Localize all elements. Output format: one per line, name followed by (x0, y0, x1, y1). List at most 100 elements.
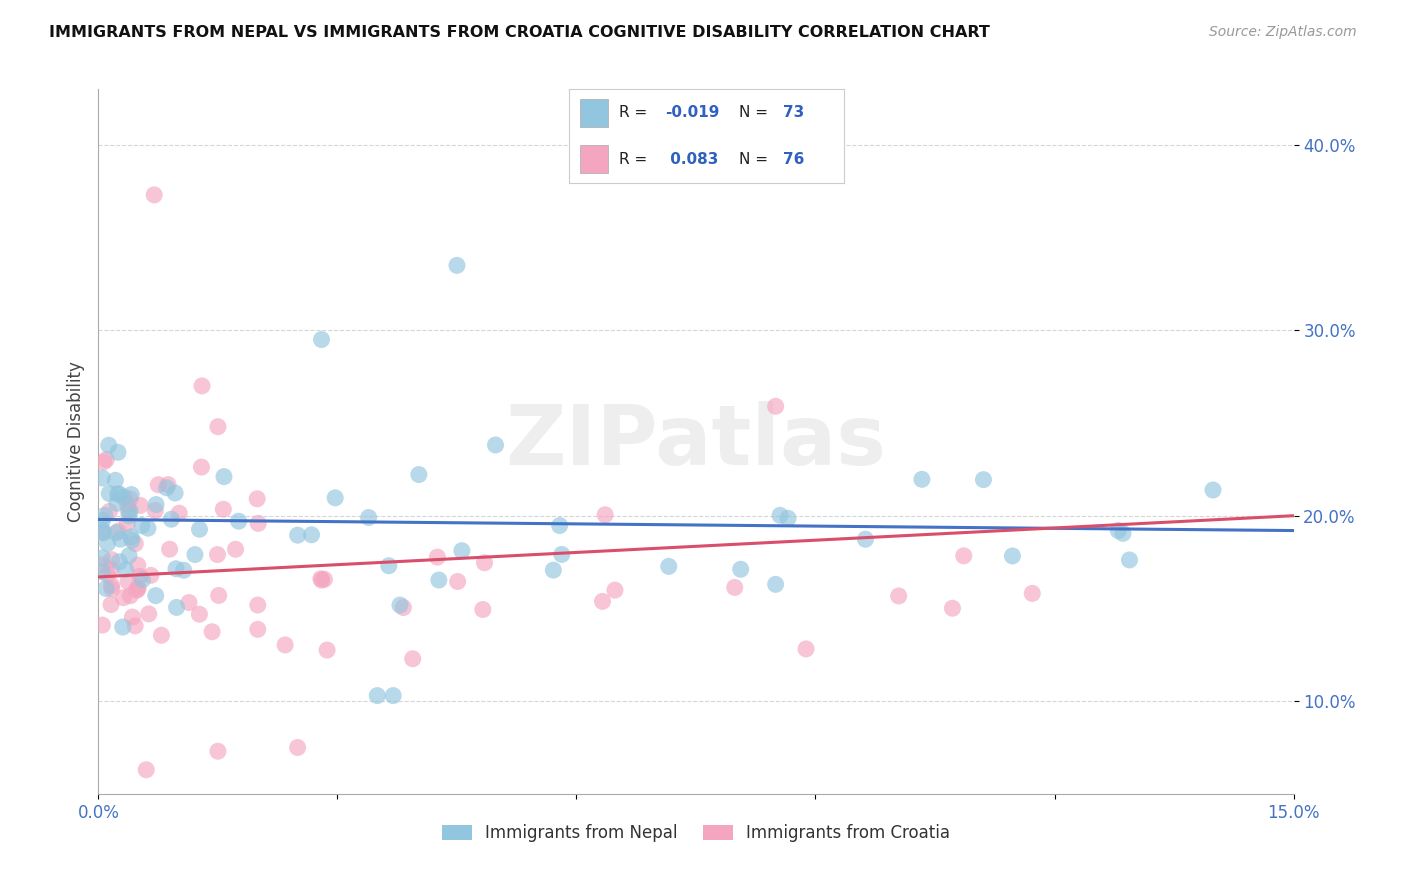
Point (96, 567, 118, 582)
Point (408, 467, 430, 482)
Point (188, 607, 211, 622)
Point (143, 503, 166, 517)
Point (225, 542, 247, 557)
Point (96, 452, 118, 467)
Point (93, 455, 115, 469)
Point (184, 548, 207, 562)
Point (471, 602, 494, 616)
Point (104, 473, 127, 487)
Text: R =: R = (619, 105, 652, 120)
Point (388, 598, 411, 612)
Point (1001, 549, 1024, 563)
Point (107, 524, 129, 538)
Text: N =: N = (740, 152, 773, 167)
Point (311, 333, 333, 347)
Point (91, 550, 114, 565)
Point (548, 518, 571, 533)
Point (112, 591, 135, 605)
Point (366, 689, 388, 703)
Point (274, 638, 297, 652)
Point (769, 508, 792, 523)
Point (100, 552, 122, 566)
Point (94, 508, 117, 523)
Point (117, 574, 139, 589)
Point (120, 530, 142, 544)
Point (165, 486, 187, 500)
Point (188, 522, 211, 536)
Point (120, 589, 142, 603)
Text: 76: 76 (783, 152, 804, 167)
Point (911, 472, 934, 486)
Point (212, 502, 235, 516)
Point (776, 511, 799, 525)
Point (287, 528, 309, 542)
Point (208, 589, 231, 603)
Point (309, 572, 332, 586)
Point (177, 596, 200, 610)
Text: IMMIGRANTS FROM NEPAL VS IMMIGRANTS FROM CROATIA COGNITIVE DISABILITY CORRELATIO: IMMIGRANTS FROM NEPAL VS IMMIGRANTS FROM… (49, 25, 990, 40)
Point (107, 445, 129, 459)
Point (212, 469, 235, 483)
Point (1021, 586, 1043, 600)
Point (314, 572, 336, 586)
Point (765, 399, 787, 413)
Point (165, 562, 187, 576)
Point (593, 508, 616, 522)
Point (118, 549, 141, 563)
Point (93, 525, 115, 540)
Point (323, 491, 346, 505)
Point (131, 573, 153, 587)
Point (121, 610, 143, 624)
Point (148, 477, 170, 491)
Point (316, 643, 339, 657)
Point (91, 618, 114, 632)
Point (97, 536, 120, 550)
Text: 0.083: 0.083 (665, 152, 718, 167)
FancyBboxPatch shape (581, 98, 607, 127)
FancyBboxPatch shape (581, 145, 607, 173)
Text: R =: R = (619, 152, 652, 167)
Legend: Immigrants from Nepal, Immigrants from Croatia: Immigrants from Nepal, Immigrants from C… (436, 818, 956, 849)
Point (887, 589, 910, 603)
Point (474, 556, 496, 570)
Point (100, 578, 122, 592)
Point (91, 525, 114, 540)
Point (114, 563, 136, 577)
Point (592, 594, 614, 608)
Point (128, 569, 150, 583)
Point (228, 514, 250, 528)
Point (247, 516, 270, 531)
Point (91, 514, 114, 528)
Point (484, 438, 506, 452)
Point (136, 521, 159, 535)
Point (426, 550, 449, 565)
Point (402, 651, 425, 665)
Point (1118, 553, 1140, 567)
Point (191, 379, 214, 393)
Point (603, 583, 626, 598)
Point (1112, 526, 1135, 541)
Point (450, 543, 472, 558)
Point (100, 598, 122, 612)
Point (101, 582, 124, 596)
Point (173, 563, 195, 577)
Point (91, 558, 114, 572)
Point (190, 460, 212, 475)
Point (118, 504, 141, 518)
Point (543, 563, 565, 577)
Point (98, 486, 121, 500)
Point (157, 477, 180, 491)
Point (131, 518, 153, 533)
Point (730, 562, 752, 576)
Point (91, 565, 114, 579)
Point (378, 558, 401, 573)
Point (952, 549, 974, 563)
Point (124, 619, 146, 633)
Point (127, 558, 149, 573)
Point (127, 581, 149, 595)
Point (111, 620, 134, 634)
Point (112, 490, 135, 504)
Point (110, 532, 132, 546)
Point (446, 259, 468, 273)
Point (129, 499, 152, 513)
